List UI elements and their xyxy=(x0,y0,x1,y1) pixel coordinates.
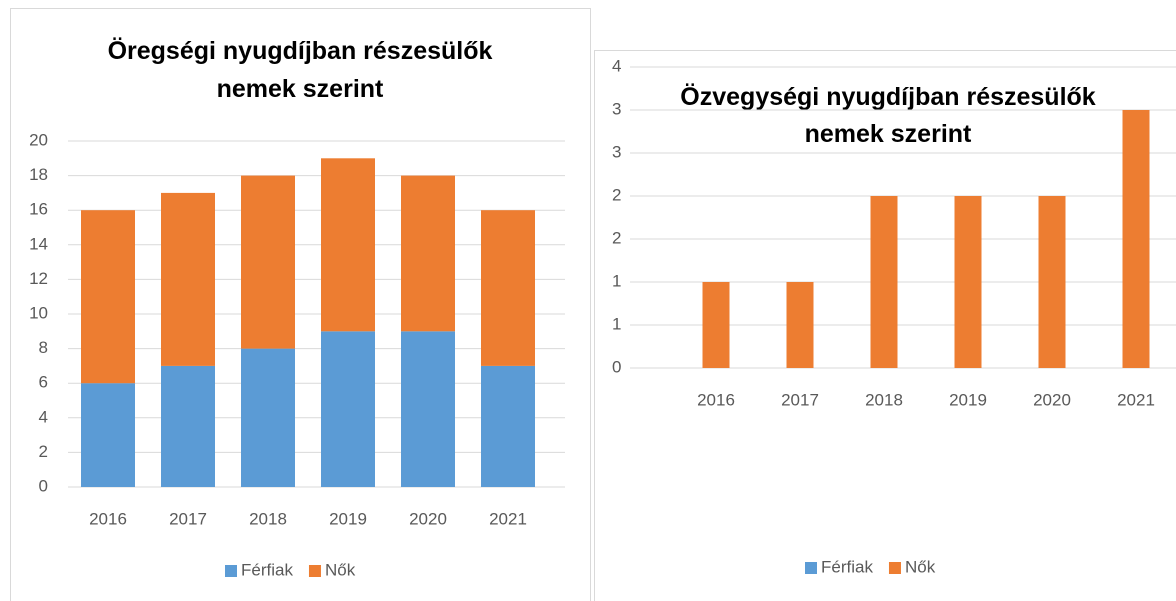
bar xyxy=(702,282,730,368)
y-tick-label: 4 xyxy=(612,56,621,75)
bar xyxy=(1122,110,1150,368)
chart-frame xyxy=(10,8,591,601)
legend-swatch xyxy=(225,565,237,577)
x-tick-label: 2016 xyxy=(89,509,127,528)
legend-label: Férfiak xyxy=(821,557,873,576)
y-tick-label: 14 xyxy=(29,234,48,253)
y-tick-label: 3 xyxy=(612,99,621,118)
legend-label: Férfiak xyxy=(241,560,293,579)
bar xyxy=(241,175,295,349)
x-tick-label: 2019 xyxy=(949,390,987,409)
bar xyxy=(870,196,898,368)
bar xyxy=(481,210,535,366)
chart-title: Özvegységi nyugdíjban részesülők nemek sz… xyxy=(680,82,1096,148)
y-tick-label: 3 xyxy=(612,142,621,161)
x-tick-label: 2020 xyxy=(1033,390,1071,409)
legend-label: Nők xyxy=(325,560,356,579)
y-tick-label: 0 xyxy=(39,476,48,495)
x-tick-label: 2017 xyxy=(781,390,819,409)
y-tick-label: 6 xyxy=(39,373,48,392)
y-tick-label: 2 xyxy=(612,185,621,204)
y-tick-label: 4 xyxy=(39,407,48,426)
y-tick-label: 8 xyxy=(39,338,48,357)
legend-label: Nők xyxy=(905,557,936,576)
y-tick-label: 1 xyxy=(612,271,621,290)
bar xyxy=(321,331,375,487)
bar xyxy=(401,175,455,332)
y-tick-label: 2 xyxy=(612,228,621,247)
y-tick-label: 12 xyxy=(29,269,48,288)
y-tick-label: 20 xyxy=(29,130,48,149)
x-tick-label: 2018 xyxy=(249,509,287,528)
x-tick-label: 2017 xyxy=(169,509,207,528)
y-tick-label: 16 xyxy=(29,200,48,219)
bar xyxy=(321,158,375,332)
y-tick-label: 0 xyxy=(612,357,621,376)
legend-swatch xyxy=(888,562,901,574)
legend-swatch xyxy=(805,562,817,574)
bar xyxy=(161,192,215,366)
legend-swatch xyxy=(308,565,321,577)
y-tick-label: 1 xyxy=(612,314,621,333)
chart-frame xyxy=(594,50,1176,601)
bar xyxy=(954,196,982,368)
bar xyxy=(481,365,535,487)
x-tick-label: 2018 xyxy=(865,390,903,409)
x-tick-label: 2021 xyxy=(1117,390,1155,409)
y-tick-label: 18 xyxy=(29,165,48,184)
bar xyxy=(786,282,814,368)
chart-title: Öregségi nyugdíjban részesülők nemek szer… xyxy=(108,36,493,103)
bar xyxy=(161,365,215,487)
x-tick-label: 2020 xyxy=(409,509,447,528)
bar xyxy=(241,348,295,487)
x-tick-label: 2021 xyxy=(489,509,527,528)
y-tick-label: 2 xyxy=(39,442,48,461)
bar xyxy=(81,383,135,487)
bar xyxy=(81,210,135,384)
x-tick-label: 2016 xyxy=(697,390,735,409)
y-tick-label: 10 xyxy=(29,303,48,322)
bar xyxy=(1038,196,1066,368)
bar xyxy=(401,331,455,487)
x-tick-label: 2019 xyxy=(329,509,367,528)
